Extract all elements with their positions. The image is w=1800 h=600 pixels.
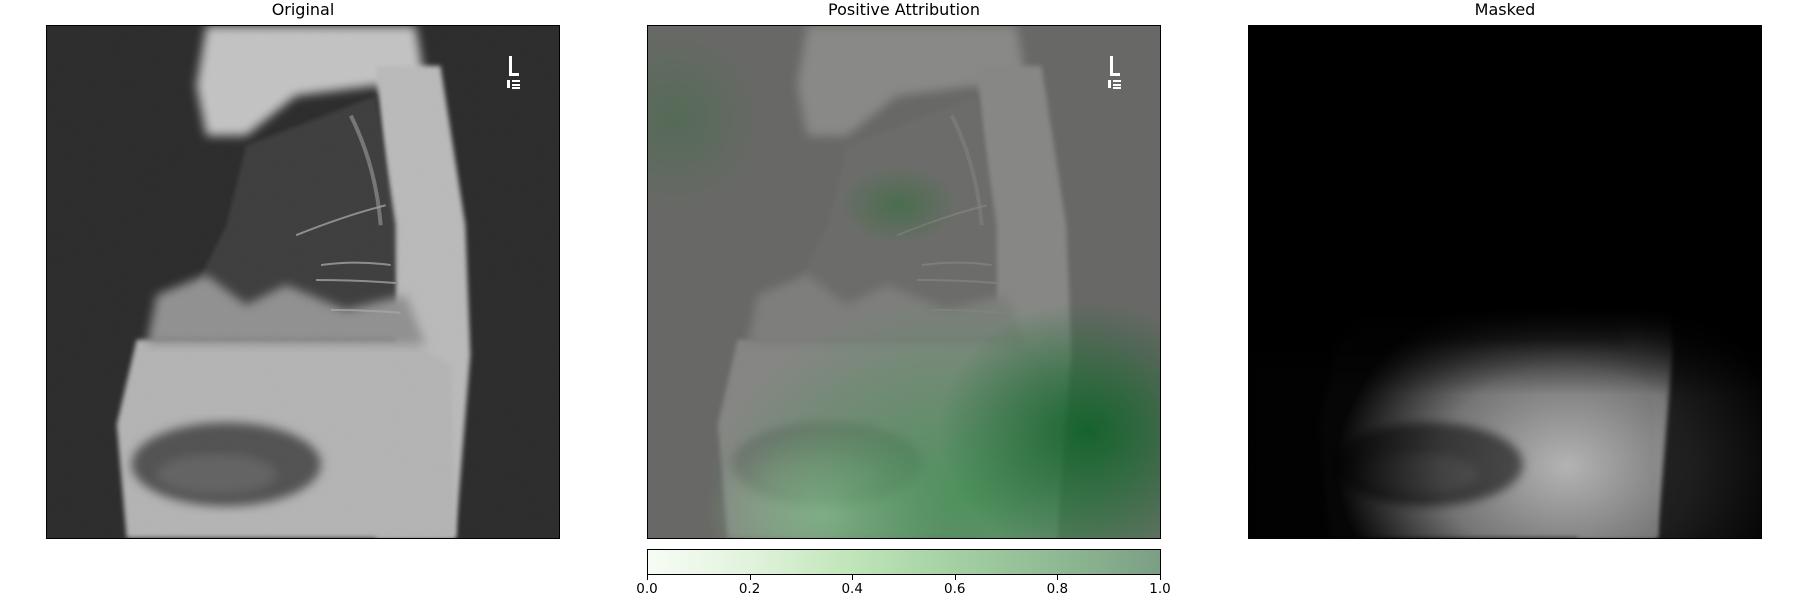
mask-upper-region: [1249, 26, 1761, 538]
attribution-colorbar: [647, 549, 1161, 575]
original-panel-title: Original: [271, 0, 335, 19]
colorbar-tick-label: 0.2: [738, 581, 761, 597]
attribution-panel-title: Positive Attribution: [828, 0, 980, 19]
colorbar-tick: [1057, 575, 1059, 580]
colorbar-tick-label: 0.4: [841, 581, 863, 597]
colorbar-tick-label: 1.0: [1149, 581, 1171, 597]
masked-xray-image: [1248, 25, 1762, 539]
colorbar-tick-label: 0.8: [1046, 581, 1069, 597]
masked-panel-title: Masked: [1474, 0, 1536, 19]
colorbar-tick: [749, 575, 751, 580]
colorbar-tick: [852, 575, 854, 580]
colorbar-tick: [954, 575, 956, 580]
colorbar-tick-label: 0.0: [636, 581, 658, 597]
original-xray-image: [46, 25, 560, 539]
l-laterality-marker-icon: [1108, 56, 1121, 89]
attribution-heatmap: [648, 26, 1160, 538]
colorbar-tick: [647, 575, 648, 580]
colorbar-tick: [1160, 575, 1161, 580]
xray-graphic: [47, 26, 559, 538]
colorbar-tick-label: 0.6: [944, 581, 966, 597]
l-laterality-marker-icon: [507, 56, 520, 89]
attribution-overlay-image: [647, 25, 1161, 539]
